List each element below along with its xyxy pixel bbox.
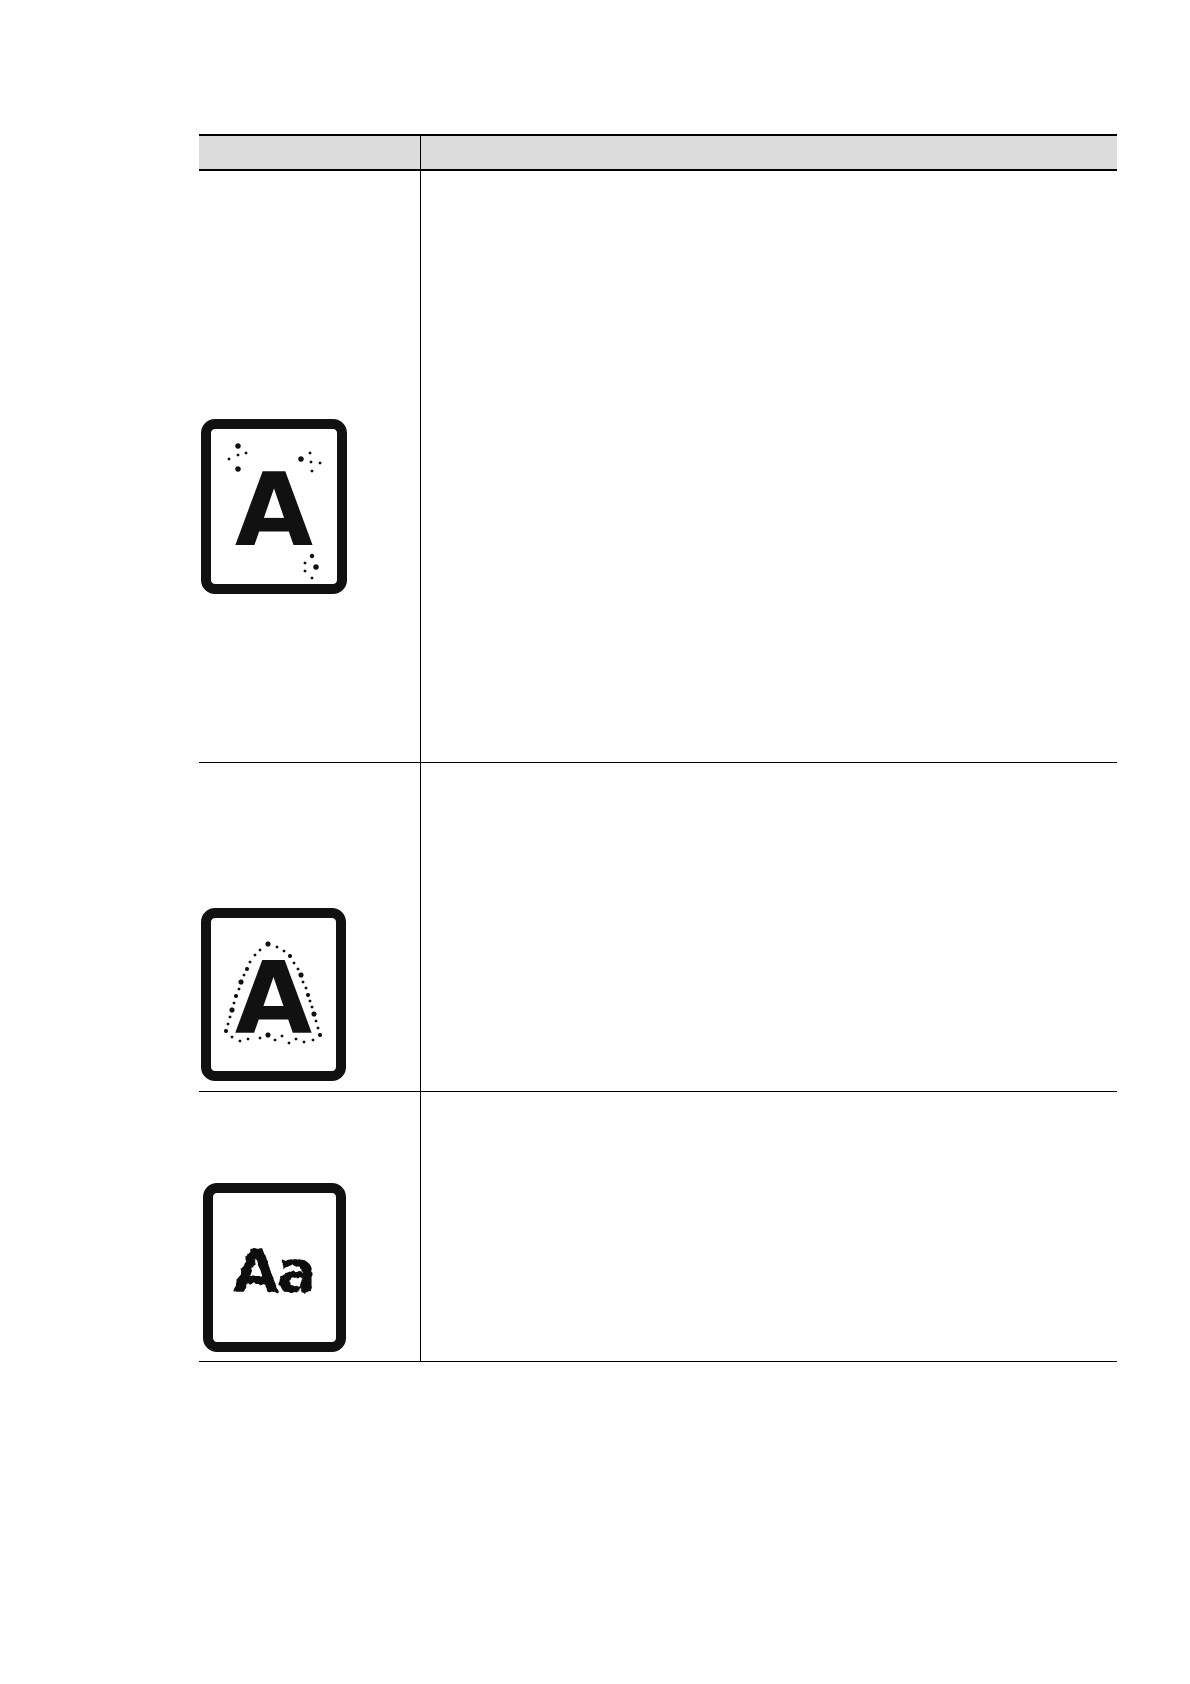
speck-cluster-bottom-right: [303, 553, 319, 580]
cell-example-image: Aa: [199, 1092, 421, 1361]
table-header-row: [199, 134, 1117, 171]
cell-description: [421, 1092, 1117, 1361]
sample-letter: A: [235, 451, 313, 569]
cell-description: [421, 763, 1117, 1091]
cell-example-image: A: [199, 763, 421, 1091]
table-row: A: [199, 763, 1117, 1092]
table-row: A: [199, 171, 1117, 763]
speck-cluster-top-right: [298, 451, 322, 473]
print-quality-table: A: [199, 134, 1117, 1362]
table-header-cell-solution: [421, 136, 1117, 169]
toner-scatter-page-icon: A: [200, 907, 347, 1082]
cell-example-image: A: [199, 171, 421, 762]
cell-description: [421, 171, 1117, 762]
malformed-characters-page-icon: Aa: [202, 1182, 347, 1353]
toner-spots-page-icon: A: [200, 418, 348, 595]
table-row: Aa: [199, 1092, 1117, 1362]
sample-letter: A: [235, 940, 312, 1057]
sample-letters: Aa: [233, 1237, 314, 1306]
scatter-halo-dots: [224, 941, 322, 1045]
speck-cluster-top-left: [227, 443, 248, 472]
table-header-cell-problem: [199, 136, 421, 169]
